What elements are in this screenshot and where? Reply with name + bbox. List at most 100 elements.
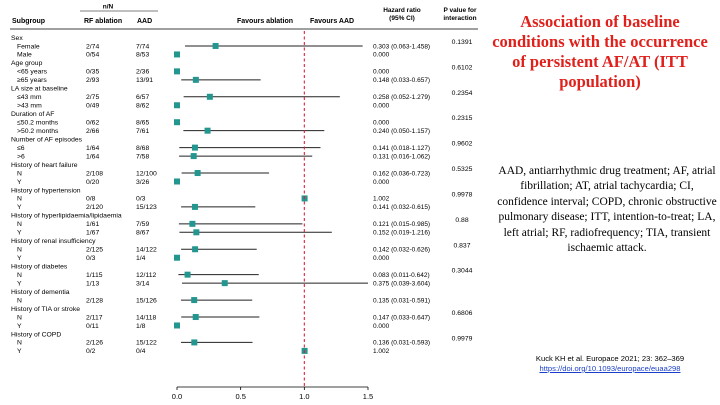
hazard-ratio-marker: [191, 297, 198, 304]
rf-ablation-count: 2/93: [86, 77, 99, 84]
aad-count: 13/91: [136, 77, 153, 84]
group-label: LA size at baseline: [11, 86, 68, 93]
rf-ablation-count: 2/126: [86, 340, 103, 347]
aad-count: 3/26: [136, 179, 149, 186]
subgroup-label: Y: [17, 255, 22, 262]
p-value-interaction: 0.9978: [452, 191, 473, 198]
hazard-ratio-marker: [194, 170, 201, 177]
abbreviations-footnote: AAD, antiarrhythmic drug treatment; AF, …: [497, 165, 717, 255]
hazard-ratio-marker: [191, 339, 198, 346]
p-value-interaction: 0.6806: [452, 310, 473, 317]
p-value-interaction: 0.5325: [452, 166, 473, 173]
hazard-ratio-marker: [174, 178, 180, 185]
aad-count: 3/14: [136, 280, 149, 287]
group-label: Sex: [11, 35, 23, 42]
hazard-ratio-text: 0.083 (0.011-0.642): [373, 272, 430, 279]
p-value-interaction: 0.9602: [452, 141, 473, 148]
hazard-ratio-text: 0.136 (0.031-0.593): [373, 340, 430, 347]
rf-ablation-count: 1/67: [86, 230, 99, 237]
header-hazard-ratio-ci: (95% CI): [389, 15, 415, 22]
header-favours-ablation: Favours ablation: [237, 18, 293, 25]
aad-count: 7/61: [136, 128, 149, 135]
rf-ablation-count: 2/128: [86, 297, 103, 304]
group-label: Duration of AF: [11, 111, 54, 118]
rf-ablation-count: 1/61: [86, 221, 99, 228]
hazard-ratio-marker: [206, 93, 213, 100]
rf-ablation-count: 0/11: [86, 323, 99, 330]
p-value-interaction: 0.88: [455, 217, 468, 224]
hazard-ratio-marker: [204, 127, 211, 134]
hazard-ratio-marker: [189, 220, 196, 227]
forest-plot: n/N Subgroup RF ablation AAD Favours ablatio…: [10, 4, 478, 401]
subgroup-label: N: [17, 221, 22, 228]
hazard-ratio-text: 0.141 (0.032-0.615): [373, 204, 430, 211]
hazard-ratio-marker: [191, 144, 198, 151]
aad-count: 6/57: [136, 94, 149, 101]
hazard-ratio-marker: [174, 102, 180, 109]
aad-count: 15/126: [136, 297, 157, 304]
group-label: History of hypertension: [11, 187, 81, 194]
group-label: Age group: [11, 60, 43, 67]
hazard-ratio-marker: [212, 42, 219, 49]
hazard-ratio-marker: [221, 280, 228, 287]
hazard-ratio-marker: [193, 229, 200, 236]
rf-ablation-count: 0/54: [86, 52, 99, 59]
hazard-ratio-marker: [192, 76, 199, 83]
group-label: History of TIA or stroke: [11, 306, 80, 313]
p-value-interaction: 0.2354: [452, 90, 473, 97]
citation-text: Kuck KH et al. Europace 2021; 23: 362–36…: [535, 354, 685, 363]
aad-count: 8/53: [136, 52, 149, 59]
subgroup-label: >43 mm: [17, 103, 42, 110]
hazard-ratio-marker: [191, 203, 198, 210]
citation: Kuck KH et al. Europace 2021; 23: 362–36…: [512, 354, 708, 374]
subgroup-label: Y: [17, 323, 22, 330]
group-label: History of heart failure: [11, 162, 78, 169]
subgroup-label: N: [17, 272, 22, 279]
subgroup-label: ≤43 mm: [17, 94, 42, 101]
subgroup-label: Y: [17, 280, 22, 287]
hazard-ratio-marker: [192, 246, 199, 253]
p-value-interaction: 0.3044: [452, 268, 473, 275]
subgroup-label: Female: [17, 43, 40, 50]
group-label: History of diabetes: [11, 263, 68, 270]
rf-ablation-count: 2/75: [86, 94, 99, 101]
hazard-ratio-text: 0.000: [373, 120, 390, 127]
rf-ablation-count: 2/74: [86, 43, 99, 50]
rf-ablation-count: 0/20: [86, 179, 99, 186]
subgroup-label: N: [17, 196, 22, 203]
subgroup-label: N: [17, 247, 22, 254]
rf-ablation-count: 0/62: [86, 120, 99, 127]
hazard-ratio-text: 0.152 (0.019-1.216): [373, 230, 430, 237]
group-label: History of hyperlipidaemia/lipidaemia: [11, 213, 122, 220]
rf-ablation-count: 2/108: [86, 170, 103, 177]
subgroup-label: <65 years: [17, 69, 48, 76]
subgroup-label: N: [17, 314, 22, 321]
hazard-ratio-text: 0.258 (0.052-1.279): [373, 94, 430, 101]
hazard-ratio-marker: [192, 314, 199, 321]
citation-doi-link[interactable]: https://doi.org/10.1093/europace/euaa298: [539, 364, 681, 373]
header-favours-aad: Favours AAD: [310, 18, 354, 25]
subgroup-label: >6: [17, 153, 25, 160]
subgroup-label: Male: [17, 52, 32, 59]
subgroup-label: N: [17, 340, 22, 347]
rf-ablation-count: 2/125: [86, 247, 103, 254]
subgroup-label: ≥65 years: [17, 77, 47, 84]
slide-title: Association of baseline conditions with …: [492, 12, 708, 91]
aad-count: 8/68: [136, 145, 149, 152]
hazard-ratio-text: 0.135 (0.031-0.591): [373, 297, 430, 304]
hazard-ratio-text: 0.375 (0.039-3.604): [373, 280, 430, 287]
aad-count: 2/36: [136, 69, 149, 76]
aad-count: 0/3: [136, 196, 146, 203]
p-value-interaction: 0.6102: [452, 64, 473, 71]
hazard-ratio-text: 0.141 (0.018-1.127): [373, 145, 430, 152]
header-rf-ablation: RF ablation: [84, 18, 122, 25]
hazard-ratio-text: 0.000: [373, 323, 390, 330]
hazard-ratio-marker: [184, 271, 191, 278]
rf-ablation-count: 1/64: [86, 153, 99, 160]
hazard-ratio-text: 0.162 (0.036-0.723): [373, 170, 430, 177]
hazard-ratio-text: 1.002: [373, 196, 390, 203]
subgroup-label: Y: [17, 348, 22, 355]
hazard-ratio-text: 0.000: [373, 52, 390, 59]
p-value-interaction: 0.1391: [452, 39, 473, 46]
hazard-ratio-text: 0.121 (0.015-0.985): [373, 221, 430, 228]
